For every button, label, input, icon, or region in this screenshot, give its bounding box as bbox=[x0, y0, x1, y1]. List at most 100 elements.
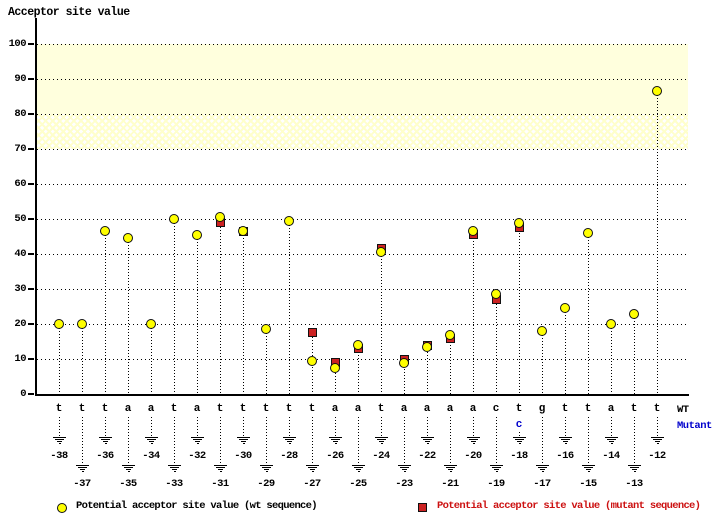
position-label: -21 bbox=[441, 478, 459, 490]
point-stem bbox=[174, 223, 175, 394]
position-label: -17 bbox=[533, 478, 551, 490]
wt-base-letter: t bbox=[262, 403, 270, 415]
position-label: -30 bbox=[234, 450, 252, 462]
position-pointer-icon bbox=[559, 437, 572, 445]
mutant-base-letter: c bbox=[515, 419, 523, 431]
position-pointer-icon bbox=[582, 465, 595, 473]
position-label: -18 bbox=[510, 450, 528, 462]
highlight-band-70-80 bbox=[37, 114, 688, 149]
wt-base-letter: a bbox=[469, 403, 477, 415]
position-label: -16 bbox=[556, 450, 574, 462]
position-label: -15 bbox=[579, 478, 597, 490]
y-gridline-40 bbox=[37, 253, 688, 255]
y-tick-label-50: 50 bbox=[14, 213, 26, 225]
wt-base-letter: t bbox=[55, 403, 63, 415]
legend-mutant-label: Potential acceptor site value (mutant se… bbox=[437, 500, 701, 512]
wt-base-letter: t bbox=[285, 403, 293, 415]
wt-point bbox=[307, 355, 317, 366]
y-tick-mark bbox=[28, 253, 34, 255]
label-stem bbox=[105, 417, 106, 437]
position-label: -14 bbox=[602, 450, 620, 462]
point-stem bbox=[657, 95, 658, 394]
position-label: -28 bbox=[280, 450, 298, 462]
wt-row-label: WT bbox=[677, 404, 689, 416]
point-stem bbox=[542, 335, 543, 394]
y-tick-mark bbox=[28, 113, 34, 115]
wt-point bbox=[560, 303, 570, 314]
wt-base-letter: a bbox=[331, 403, 339, 415]
position-pointer-icon bbox=[145, 437, 158, 445]
position-label: -25 bbox=[349, 478, 367, 490]
position-label: -31 bbox=[211, 478, 229, 490]
wt-base-letter: c bbox=[492, 403, 500, 415]
position-pointer-icon bbox=[283, 437, 296, 445]
position-pointer-icon bbox=[352, 465, 365, 473]
y-gridline-80 bbox=[37, 113, 688, 115]
position-label: -38 bbox=[50, 450, 68, 462]
label-stem bbox=[450, 417, 451, 465]
label-stem bbox=[611, 417, 612, 437]
point-stem bbox=[289, 224, 290, 394]
position-label: -24 bbox=[372, 450, 390, 462]
label-stem bbox=[289, 417, 290, 437]
wt-point bbox=[261, 324, 271, 335]
position-pointer-icon bbox=[99, 437, 112, 445]
wt-base-letter: a bbox=[446, 403, 454, 415]
y-gridline-90 bbox=[37, 78, 688, 80]
point-stem bbox=[151, 328, 152, 394]
legend-mutant-square-icon bbox=[418, 503, 427, 512]
mutant-row-label: Mutant bbox=[677, 420, 712, 432]
wt-base-letter: a bbox=[400, 403, 408, 415]
position-label: -23 bbox=[395, 478, 413, 490]
label-stem bbox=[82, 417, 83, 465]
wt-point bbox=[491, 289, 501, 300]
position-label: -35 bbox=[119, 478, 137, 490]
wt-base-letter: a bbox=[193, 403, 201, 415]
y-tick-label-70: 70 bbox=[14, 143, 26, 155]
wt-base-letter: t bbox=[630, 403, 638, 415]
label-stem bbox=[266, 417, 267, 465]
position-label: -32 bbox=[188, 450, 206, 462]
label-stem bbox=[358, 417, 359, 465]
position-pointer-icon bbox=[329, 437, 342, 445]
position-pointer-icon bbox=[76, 465, 89, 473]
y-tick-label-90: 90 bbox=[14, 73, 26, 85]
y-tick-label-60: 60 bbox=[14, 178, 26, 190]
position-label: -26 bbox=[326, 450, 344, 462]
point-stem bbox=[404, 363, 405, 394]
position-label: -27 bbox=[303, 478, 321, 490]
y-gridline-50 bbox=[37, 218, 688, 220]
point-stem bbox=[243, 235, 244, 394]
label-stem bbox=[519, 432, 520, 437]
y-tick-label-10: 10 bbox=[14, 353, 26, 365]
wt-point bbox=[123, 233, 133, 244]
wt-point bbox=[146, 319, 156, 329]
position-pointer-icon bbox=[375, 437, 388, 445]
point-stem bbox=[611, 328, 612, 394]
label-stem bbox=[59, 417, 60, 437]
y-tick-label-0: 0 bbox=[20, 388, 26, 400]
position-pointer-icon bbox=[651, 437, 664, 445]
y-tick-mark bbox=[28, 183, 34, 185]
wt-point bbox=[353, 340, 363, 350]
wt-base-letter: a bbox=[124, 403, 132, 415]
label-stem bbox=[128, 417, 129, 465]
point-stem bbox=[358, 349, 359, 394]
wt-base-letter: a bbox=[607, 403, 615, 415]
y-tick-mark bbox=[28, 43, 34, 45]
point-stem bbox=[473, 235, 474, 394]
wt-point bbox=[606, 319, 616, 329]
y-tick-label-30: 30 bbox=[14, 283, 26, 295]
wt-base-letter: t bbox=[561, 403, 569, 415]
point-stem bbox=[496, 298, 497, 394]
wt-point bbox=[330, 362, 340, 373]
point-stem bbox=[588, 237, 589, 394]
y-gridline-100 bbox=[37, 43, 688, 45]
wt-point bbox=[514, 217, 524, 228]
label-stem bbox=[220, 417, 221, 465]
point-stem bbox=[220, 221, 221, 394]
position-label: -37 bbox=[73, 478, 91, 490]
point-stem bbox=[381, 252, 382, 394]
wt-base-letter: t bbox=[377, 403, 385, 415]
